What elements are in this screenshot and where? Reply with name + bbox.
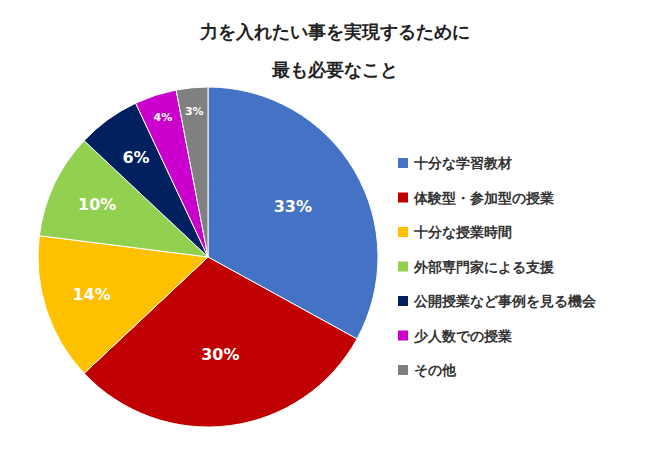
legend-item: その他 (398, 362, 457, 378)
legend-label: 体験型・参加型の授業 (413, 190, 554, 206)
data-label: 10% (78, 195, 116, 214)
legend-swatch (398, 193, 408, 203)
legend-item: 公開授業など事例を見る機会 (398, 293, 597, 309)
legend-swatch (398, 158, 408, 168)
legend-label: その他 (414, 362, 457, 378)
legend-swatch (398, 262, 408, 272)
pie-slice (176, 87, 208, 257)
legend-swatch (398, 227, 408, 237)
data-label: 33% (274, 197, 312, 216)
legend-item: 十分な授業時間 (398, 224, 512, 240)
pie (38, 87, 378, 427)
legend: 十分な学習教材体験型・参加型の授業十分な授業時間外部専門家による支援公開授業など… (398, 155, 597, 378)
title: 力を入れたい事を実現するために最も必要なこと (199, 21, 470, 80)
title-line: 力を入れたい事を実現するために (199, 21, 470, 42)
legend-label: 公開授業など事例を見る機会 (413, 293, 597, 309)
legend-label: 外部専門家による支援 (413, 259, 554, 275)
data-label: 14% (72, 285, 110, 304)
legend-item: 少人数での授業 (398, 328, 512, 344)
legend-item: 体験型・参加型の授業 (398, 190, 554, 206)
title-line: 最も必要なこと (271, 59, 398, 80)
data-label: 4% (153, 111, 172, 124)
data-label: 30% (201, 345, 239, 364)
legend-label: 十分な学習教材 (413, 155, 512, 171)
data-labels: 33% 30% 14% 10% 6% 4% 3% (72, 105, 312, 364)
legend-label: 少人数での授業 (414, 328, 512, 344)
chart: 力を入れたい事を実現するために最も必要なこと 33% 30% 14% 10% 6% 4% 3%… (0, 0, 650, 450)
legend-swatch (398, 331, 408, 341)
data-label: 3% (185, 105, 204, 118)
legend-item: 外部専門家による支援 (398, 259, 554, 275)
data-label: 6% (122, 148, 149, 167)
legend-swatch (398, 365, 408, 375)
legend-swatch (398, 296, 408, 306)
legend-item: 十分な学習教材 (398, 155, 512, 171)
legend-label: 十分な授業時間 (413, 224, 512, 240)
pie-slice (38, 236, 208, 374)
